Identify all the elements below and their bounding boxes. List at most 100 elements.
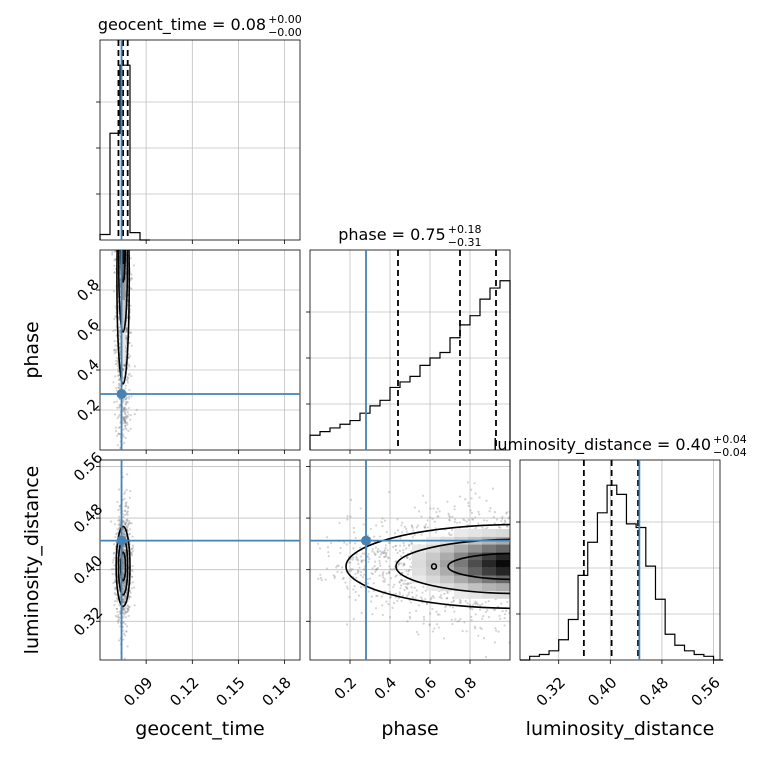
scatter-point bbox=[426, 526, 429, 529]
scatter-point bbox=[113, 603, 116, 607]
scatter-point bbox=[118, 329, 122, 332]
scatter-point bbox=[112, 558, 115, 561]
scatter-point bbox=[111, 253, 114, 256]
scatter-point bbox=[446, 500, 449, 503]
scatter-point bbox=[474, 492, 477, 495]
scatter-point bbox=[366, 577, 369, 581]
scatter-point bbox=[117, 639, 121, 642]
scatter-point bbox=[125, 610, 128, 614]
scatter-point bbox=[122, 417, 125, 420]
scatter-point bbox=[124, 403, 127, 406]
scatter-point bbox=[341, 566, 344, 569]
scatter-point bbox=[351, 568, 354, 571]
scatter-point bbox=[125, 421, 129, 424]
scatter-point bbox=[450, 601, 453, 604]
scatter-point bbox=[489, 507, 492, 510]
scatter-point bbox=[114, 535, 117, 539]
scatter-point bbox=[362, 559, 365, 562]
scatter-point bbox=[398, 580, 401, 583]
scatter-point bbox=[125, 327, 128, 331]
scatter-point bbox=[124, 579, 127, 582]
scatter-point bbox=[124, 408, 127, 412]
scatter-point bbox=[438, 510, 441, 513]
scatter-point bbox=[121, 409, 125, 412]
scatter-point bbox=[122, 377, 125, 380]
scatter-point bbox=[481, 526, 484, 529]
scatter-point bbox=[122, 533, 125, 536]
scatter-point bbox=[422, 585, 425, 588]
scatter-point bbox=[114, 344, 117, 347]
scatter-point bbox=[424, 523, 427, 526]
scatter-point bbox=[115, 400, 118, 403]
scatter-point bbox=[359, 574, 362, 577]
tick-label-x-geocent_time: 0.15 bbox=[212, 674, 248, 710]
scatter-point bbox=[401, 579, 404, 582]
scatter-point bbox=[118, 522, 122, 525]
scatter-point bbox=[124, 535, 127, 538]
scatter-point bbox=[378, 555, 381, 559]
scatter-point bbox=[442, 637, 446, 640]
scatter-point bbox=[116, 365, 119, 368]
scatter-point bbox=[124, 412, 127, 415]
scatter-point bbox=[126, 518, 129, 521]
density-cell bbox=[426, 575, 441, 584]
tick-label-x-luminosity_distance: 0.40 bbox=[584, 674, 620, 710]
scatter-point bbox=[370, 595, 374, 598]
density-cell bbox=[454, 575, 469, 584]
scatter-point bbox=[398, 549, 402, 553]
scatter-point bbox=[385, 551, 388, 554]
scatter-point bbox=[423, 526, 426, 529]
scatter-point bbox=[122, 565, 125, 568]
scatter-point bbox=[125, 329, 129, 332]
scatter-point bbox=[124, 412, 127, 415]
scatter-point bbox=[113, 564, 116, 567]
scatter-point bbox=[130, 374, 133, 378]
scatter-point bbox=[115, 351, 118, 354]
scatter-point bbox=[407, 543, 411, 546]
scatter-point bbox=[485, 499, 488, 502]
scatter-point bbox=[130, 344, 133, 347]
scatter-point bbox=[128, 595, 131, 598]
scatter-point bbox=[469, 509, 472, 512]
scatter-point bbox=[381, 604, 384, 607]
scatter-point bbox=[357, 562, 360, 566]
scatter-point bbox=[125, 326, 128, 329]
density-cell bbox=[482, 567, 497, 576]
scatter-point bbox=[447, 518, 451, 521]
scatter-point bbox=[431, 594, 435, 598]
scatter-point bbox=[123, 407, 126, 410]
scatter-point bbox=[124, 532, 127, 536]
tick-label-y-luminosity_distance: 0.56 bbox=[70, 448, 106, 484]
scatter-point bbox=[458, 620, 461, 623]
scatter-point bbox=[125, 504, 128, 508]
scatter-point bbox=[126, 519, 129, 522]
scatter-point bbox=[133, 604, 136, 607]
contour-geocent-phase-outer bbox=[116, 250, 131, 385]
scatter-point bbox=[476, 603, 479, 606]
scatter-point bbox=[394, 575, 397, 578]
scatter-point bbox=[112, 567, 115, 571]
scatter-point bbox=[124, 397, 128, 400]
scatter-point bbox=[118, 508, 122, 511]
scatter-point bbox=[113, 580, 117, 583]
scatter-point bbox=[426, 519, 429, 522]
scatter-point bbox=[411, 535, 414, 539]
scatter-point bbox=[367, 560, 370, 563]
scatter-point bbox=[125, 591, 128, 594]
scatter-point bbox=[388, 542, 391, 545]
scatter-point bbox=[113, 264, 116, 267]
scatter-point bbox=[117, 406, 121, 409]
scatter-point bbox=[383, 550, 386, 553]
scatter-point bbox=[130, 522, 133, 525]
scatter-point bbox=[385, 600, 388, 603]
scatter-point bbox=[346, 587, 349, 590]
scatter-point bbox=[115, 434, 119, 437]
density-cell bbox=[468, 560, 483, 568]
scatter-point bbox=[113, 592, 116, 595]
scatter-point bbox=[397, 563, 400, 567]
scatter-point bbox=[383, 555, 386, 558]
scatter-point bbox=[370, 572, 373, 575]
tick-label-y-luminosity_distance: 0.32 bbox=[70, 603, 106, 639]
scatter-point bbox=[123, 520, 126, 523]
scatter-point bbox=[117, 619, 120, 623]
